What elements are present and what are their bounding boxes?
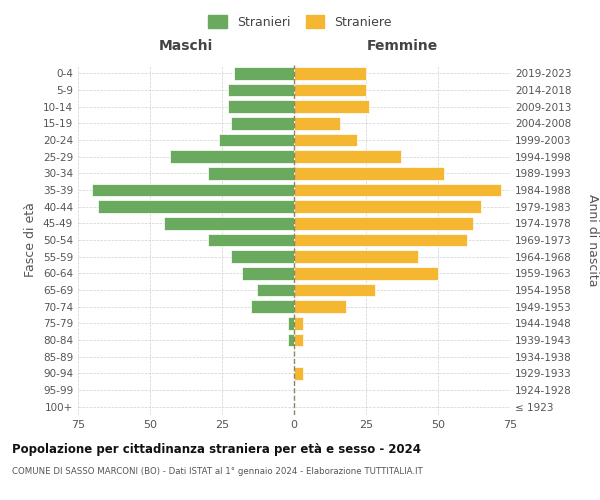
Bar <box>170 150 294 163</box>
Bar <box>294 334 302 346</box>
Bar <box>294 100 369 113</box>
Bar <box>294 367 302 380</box>
Bar <box>98 200 294 213</box>
Bar <box>294 184 502 196</box>
Bar <box>208 167 294 179</box>
Bar <box>219 134 294 146</box>
Text: COMUNE DI SASSO MARCONI (BO) - Dati ISTAT al 1° gennaio 2024 - Elaborazione TUTT: COMUNE DI SASSO MARCONI (BO) - Dati ISTA… <box>12 468 423 476</box>
Bar <box>294 200 481 213</box>
Text: Femmine: Femmine <box>367 38 437 52</box>
Bar <box>294 134 358 146</box>
Bar <box>242 267 294 280</box>
Text: Maschi: Maschi <box>159 38 213 52</box>
Bar <box>294 150 401 163</box>
Bar <box>288 334 294 346</box>
Y-axis label: Fasce di età: Fasce di età <box>25 202 37 278</box>
Bar <box>294 317 302 330</box>
Bar <box>294 267 438 280</box>
Bar <box>92 184 294 196</box>
Bar <box>294 217 473 230</box>
Bar <box>294 234 467 246</box>
Y-axis label: Anni di nascita: Anni di nascita <box>586 194 599 286</box>
Bar <box>233 67 294 80</box>
Bar <box>294 167 444 179</box>
Bar <box>294 250 418 263</box>
Legend: Stranieri, Straniere: Stranieri, Straniere <box>205 11 395 32</box>
Bar <box>294 117 340 130</box>
Bar <box>251 300 294 313</box>
Bar <box>228 100 294 113</box>
Bar <box>294 284 374 296</box>
Bar <box>164 217 294 230</box>
Bar <box>208 234 294 246</box>
Bar <box>288 317 294 330</box>
Bar <box>294 84 366 96</box>
Bar <box>294 300 346 313</box>
Bar <box>230 117 294 130</box>
Text: Popolazione per cittadinanza straniera per età e sesso - 2024: Popolazione per cittadinanza straniera p… <box>12 442 421 456</box>
Bar <box>228 84 294 96</box>
Bar <box>257 284 294 296</box>
Bar <box>230 250 294 263</box>
Bar <box>294 67 366 80</box>
